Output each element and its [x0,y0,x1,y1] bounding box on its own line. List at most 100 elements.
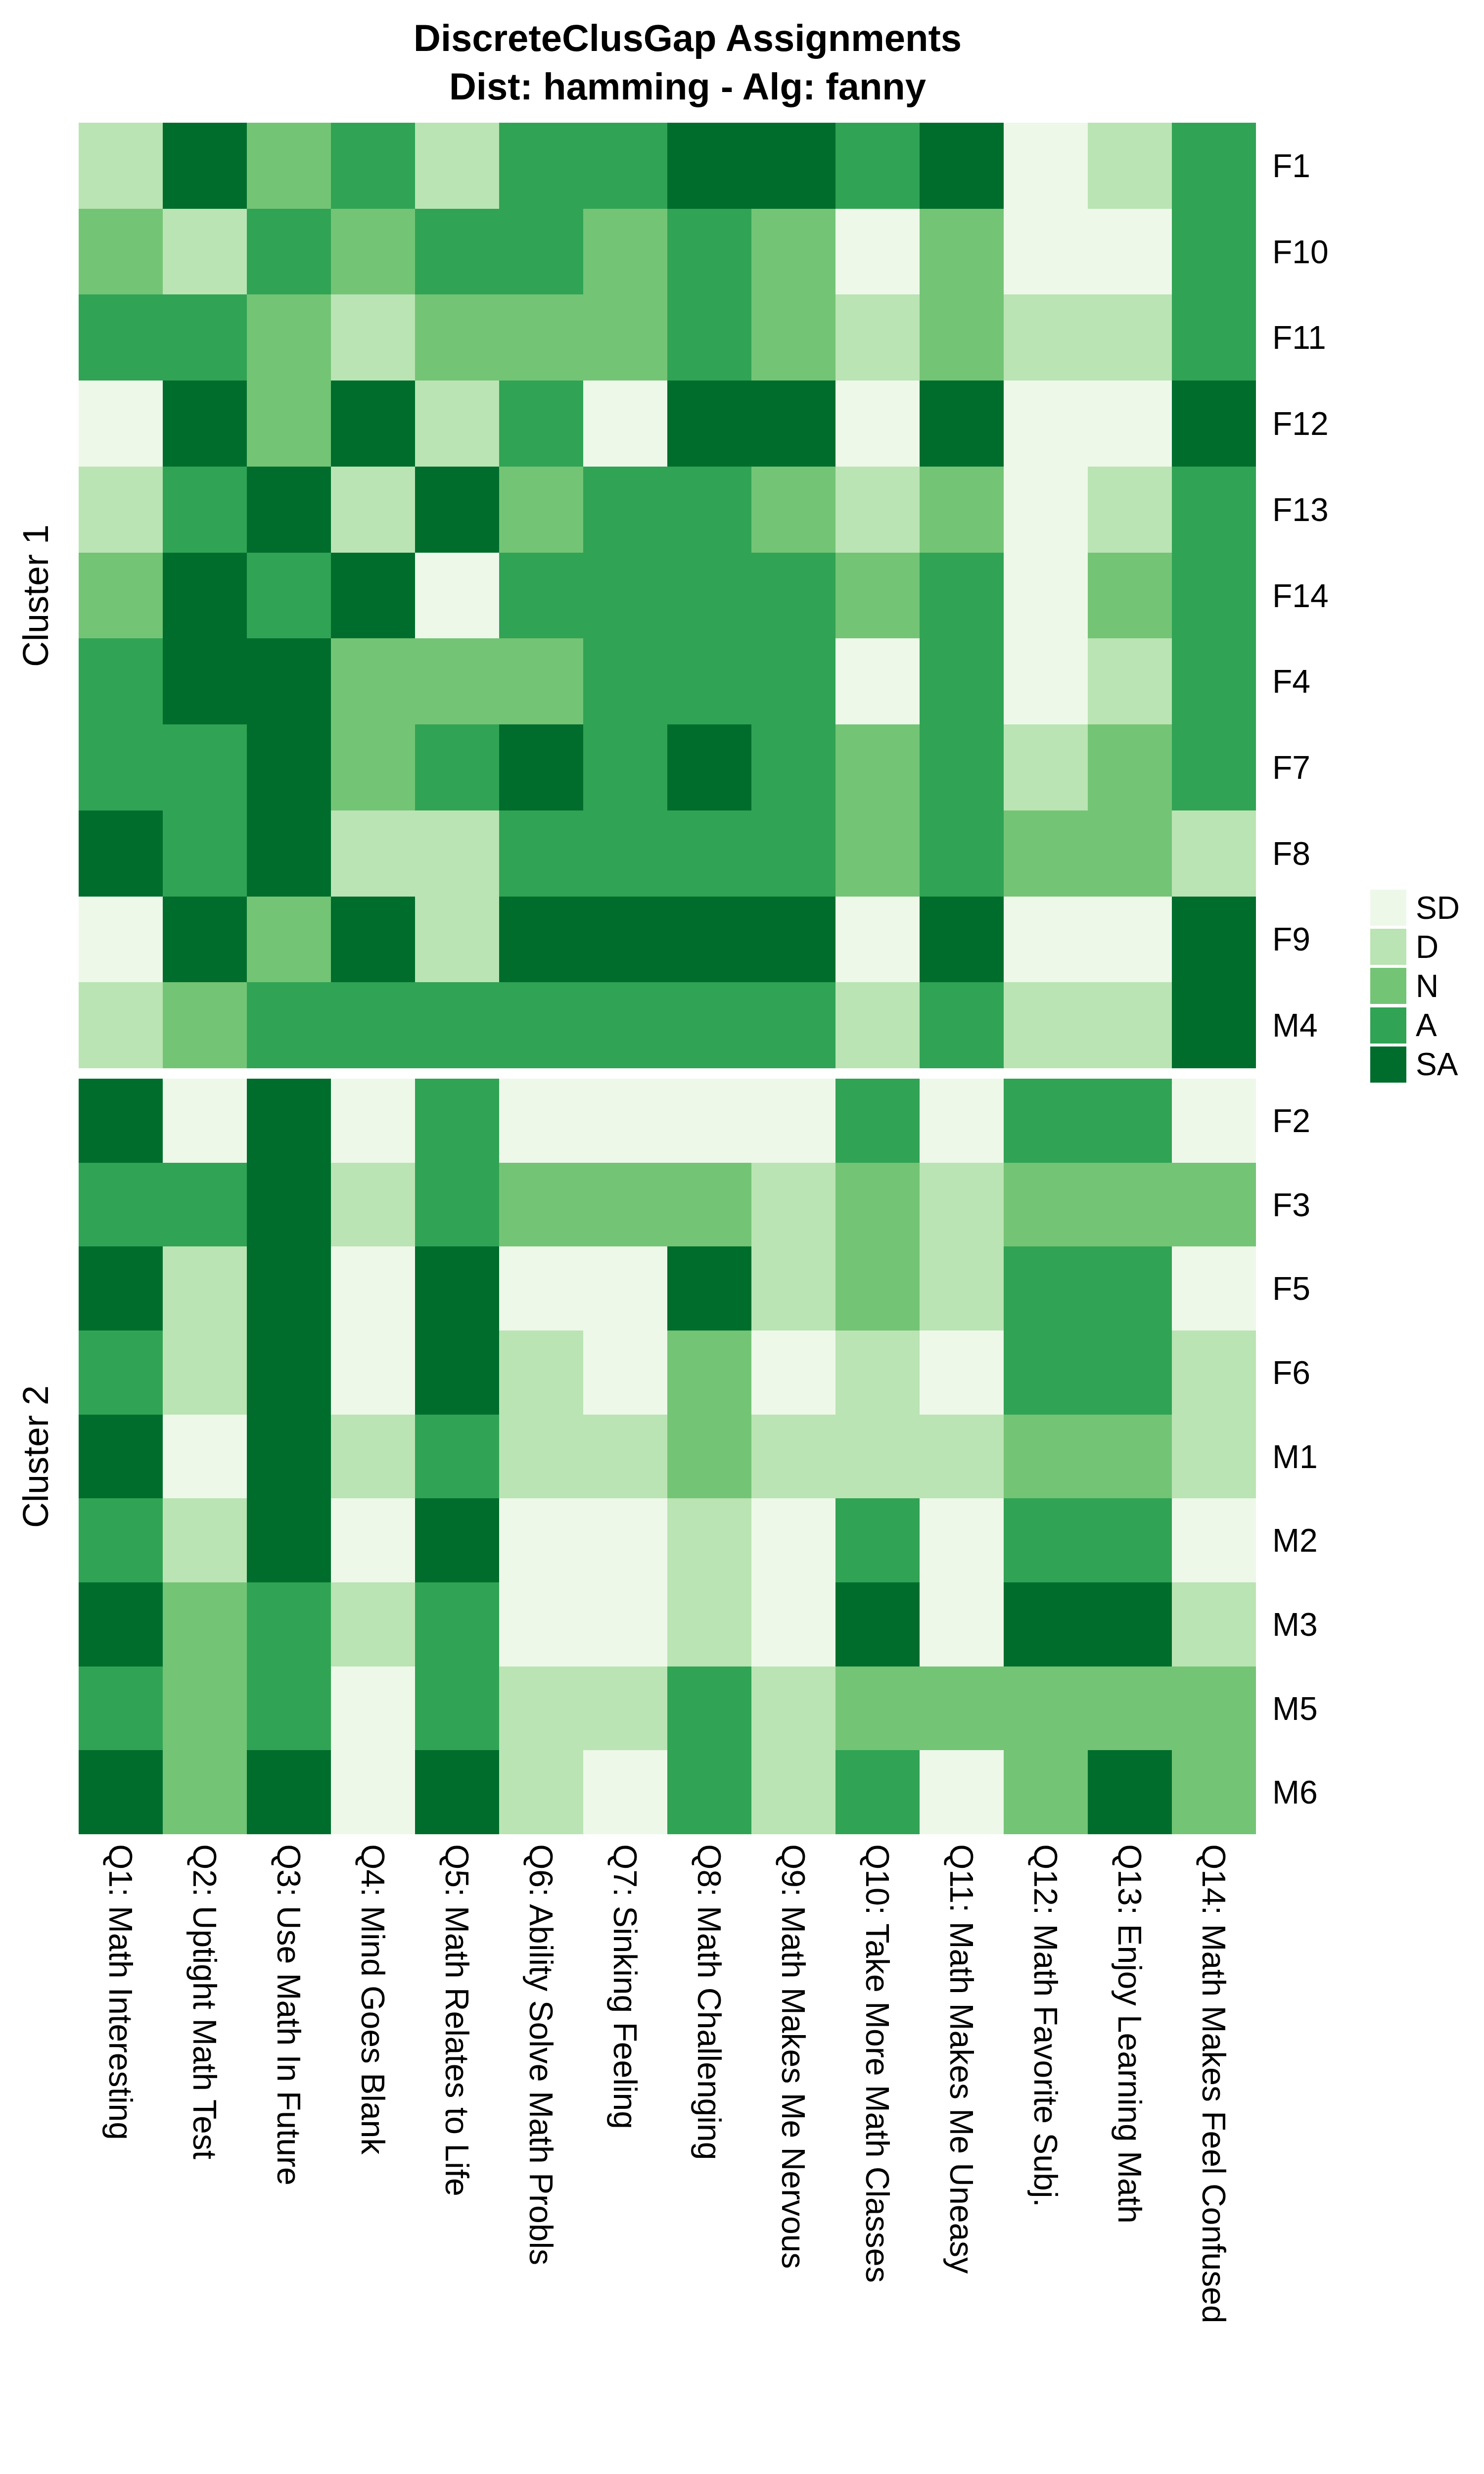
heatmap-cell [247,1750,331,1834]
heatmap-cell [1088,982,1172,1068]
heatmap-cell [835,1331,920,1415]
heatmap-grid-cluster-2 [79,1079,1256,1834]
heatmap-cell [835,1415,920,1499]
column-label-text: Q14: Math Makes Feel Confused [1198,1844,1230,2323]
heatmap-cell [751,982,835,1068]
heatmap-cell [1004,381,1088,467]
heatmap-cell [920,897,1004,983]
heatmap-cell [331,381,415,467]
heatmap-cell [79,1582,163,1666]
column-label-text: Q9: Math Makes Me Nervous [777,1844,810,2269]
heatmap-cell [1172,638,1256,724]
heatmap-cell [1172,810,1256,897]
heatmap-cell [583,1415,667,1499]
heatmap-cell [835,294,920,381]
heatmap-cell [751,1750,835,1834]
heatmap-cell [79,553,163,639]
heatmap-cell [163,724,247,810]
heatmap-cell [1172,897,1256,983]
heatmap-cell [79,982,163,1068]
heatmap-cell [415,294,499,381]
heatmap-cell [163,1415,247,1499]
heatmap-cell [1004,209,1088,295]
heatmap-cell [247,1331,331,1415]
heatmap-cell [1004,1582,1088,1666]
heatmap-cell [667,209,751,295]
heatmap-cell [583,1582,667,1666]
heatmap-cell [163,1750,247,1834]
heatmap-cell [499,1666,583,1751]
chart-title: DiscreteClusGap Assignments Dist: hammin… [0,14,1375,111]
heatmap-cell [583,1331,667,1415]
column-label: Q3: Use Math In Future [247,1844,331,2186]
legend-label: D [1416,929,1438,965]
heatmap-cell [1088,1163,1172,1247]
heatmap-cell [1004,1750,1088,1834]
heatmap-cell [920,810,1004,897]
heatmap-cell [1004,553,1088,639]
heatmap-cell [751,1498,835,1582]
heatmap-cell [1172,209,1256,295]
heatmap-cell [583,1498,667,1582]
heatmap-cell [1172,1079,1256,1163]
heatmap-cell [331,1163,415,1247]
heatmap-cell [1004,810,1088,897]
column-label: Q4: Mind Goes Blank [331,1844,415,2154]
column-label: Q5: Math Relates to Life [415,1844,499,2196]
row-label: F11 [1272,319,1326,356]
column-label: Q2: Uptight Math Test [163,1844,247,2159]
heatmap-cell [920,209,1004,295]
heatmap-cell [499,1415,583,1499]
heatmap-cell [163,1331,247,1415]
row-label: F4 [1272,663,1310,700]
heatmap-cell [331,897,415,983]
heatmap-cell [583,209,667,295]
heatmap-cell [1088,553,1172,639]
heatmap-cell [1004,467,1088,553]
heatmap-cell [835,810,920,897]
heatmap-cell [751,1331,835,1415]
heatmap-cell [1004,123,1088,209]
heatmap-cell [415,467,499,553]
row-label: F7 [1272,749,1310,786]
heatmap-cell [1088,294,1172,381]
heatmap-cell [499,467,583,553]
heatmap-cell [331,1582,415,1666]
heatmap-cell [835,467,920,553]
heatmap-cell [667,467,751,553]
heatmap-cell [499,810,583,897]
heatmap-cell [247,381,331,467]
heatmap-cell [1004,724,1088,810]
row-label: M6 [1272,1773,1318,1811]
column-label-text: Q3: Use Math In Future [273,1844,305,2186]
column-label: Q7: Sinking Feeling [583,1844,667,2129]
heatmap-cell [920,467,1004,553]
heatmap-cell [583,1750,667,1834]
heatmap-cell [331,294,415,381]
cluster-group-label-text: Cluster 1 [15,524,56,666]
heatmap-cell [79,1750,163,1834]
heatmap-cell [499,1246,583,1331]
heatmap-cell [79,897,163,983]
heatmap-cell [835,638,920,724]
heatmap-cell [1004,1415,1088,1499]
heatmap-cell [1004,897,1088,983]
heatmap-cell [415,209,499,295]
column-label: Q13: Enjoy Learning Math [1088,1844,1172,2224]
column-label: Q10: Take More Math Classes [835,1844,920,2283]
row-label: F10 [1272,233,1329,271]
heatmap-cell [247,638,331,724]
heatmap-cell [667,1666,751,1751]
heatmap-cell [1088,897,1172,983]
heatmap-cell [331,1666,415,1751]
heatmap-cell [499,897,583,983]
heatmap-cell [751,123,835,209]
heatmap-cell [751,467,835,553]
heatmap-cell [667,1163,751,1247]
legend-swatch [1370,1007,1406,1044]
heatmap-cell [163,982,247,1068]
row-label: F1 [1272,147,1310,185]
heatmap-cell [1088,209,1172,295]
heatmap-cell [163,810,247,897]
heatmap-cell [499,1498,583,1582]
